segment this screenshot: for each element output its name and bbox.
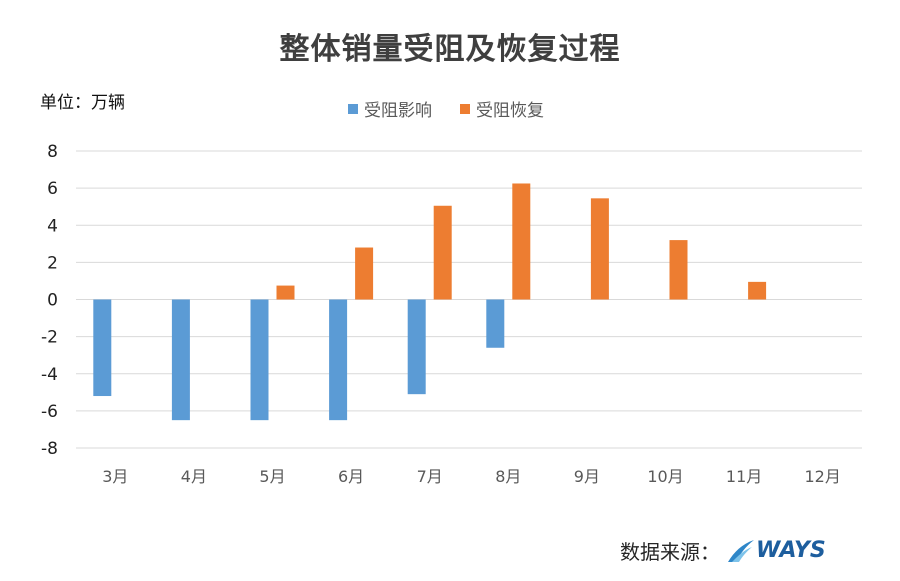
ways-logo-text: WAYS xyxy=(756,538,826,563)
bar-impact-4月 xyxy=(171,299,190,421)
x-tick-label: 10月 xyxy=(647,467,683,486)
x-tick-label: 11月 xyxy=(726,467,762,486)
bar-recovery-10月 xyxy=(669,240,688,300)
x-axis-tick-labels: 3月 4月 5月 6月 7月 8月 9月 10月 11月 12月 xyxy=(102,467,841,486)
y-tick-label: 0 xyxy=(47,291,58,311)
x-tick-label: 5月 xyxy=(259,467,285,486)
x-tick-label: 4月 xyxy=(181,467,207,486)
unit-label: 单位：万辆 xyxy=(40,93,125,113)
gridlines xyxy=(76,150,862,449)
bar-recovery-11月 xyxy=(748,281,767,300)
legend: 受阻影响 受阻恢复 xyxy=(348,96,572,121)
legend-item-recovery: 受阻恢复 xyxy=(460,96,544,121)
bar-impact-8月 xyxy=(486,299,505,348)
x-tick-label: 9月 xyxy=(574,467,600,486)
bar-recovery-5月 xyxy=(276,285,295,300)
bar-recovery-6月 xyxy=(355,247,374,300)
x-tick-label: 7月 xyxy=(417,467,443,486)
x-tick-label: 6月 xyxy=(338,467,364,486)
y-tick-label: -8 xyxy=(41,439,58,459)
legend-label-recovery: 受阻恢复 xyxy=(476,101,544,121)
bar-recovery-8月 xyxy=(512,183,531,300)
y-tick-label: -4 xyxy=(41,365,58,385)
y-tick-label: 6 xyxy=(47,179,58,199)
bar-impact-5月 xyxy=(250,299,269,421)
y-tick-label: -2 xyxy=(41,328,58,348)
x-tick-label: 8月 xyxy=(495,467,521,486)
source-credit: 数据来源： WAYS xyxy=(620,536,826,565)
bars xyxy=(93,183,767,421)
legend-label-impact: 受阻影响 xyxy=(364,101,432,121)
legend-swatch-recovery xyxy=(460,103,470,114)
bar-impact-7月 xyxy=(407,299,426,395)
y-tick-label: 8 xyxy=(47,142,58,162)
bar-recovery-7月 xyxy=(433,205,452,300)
x-tick-label: 3月 xyxy=(102,467,128,486)
y-tick-label: 2 xyxy=(47,253,58,273)
bar-impact-3月 xyxy=(93,299,112,397)
ways-logo-icon xyxy=(728,539,754,562)
ways-logo: WAYS xyxy=(726,538,826,564)
bar-impact-6月 xyxy=(329,299,348,421)
y-tick-label: -6 xyxy=(41,402,58,422)
bar-recovery-9月 xyxy=(590,198,609,300)
legend-swatch-impact xyxy=(348,103,358,114)
y-tick-label: 4 xyxy=(47,216,58,236)
y-axis-tick-labels: 8 6 4 2 0 -2 -4 -6 -8 xyxy=(41,142,58,459)
chart-title: 整体销量受阻及恢复过程 xyxy=(279,32,621,67)
source-label: 数据来源： xyxy=(620,540,720,564)
legend-item-impact: 受阻影响 xyxy=(348,96,432,121)
x-tick-label: 12月 xyxy=(805,467,841,486)
